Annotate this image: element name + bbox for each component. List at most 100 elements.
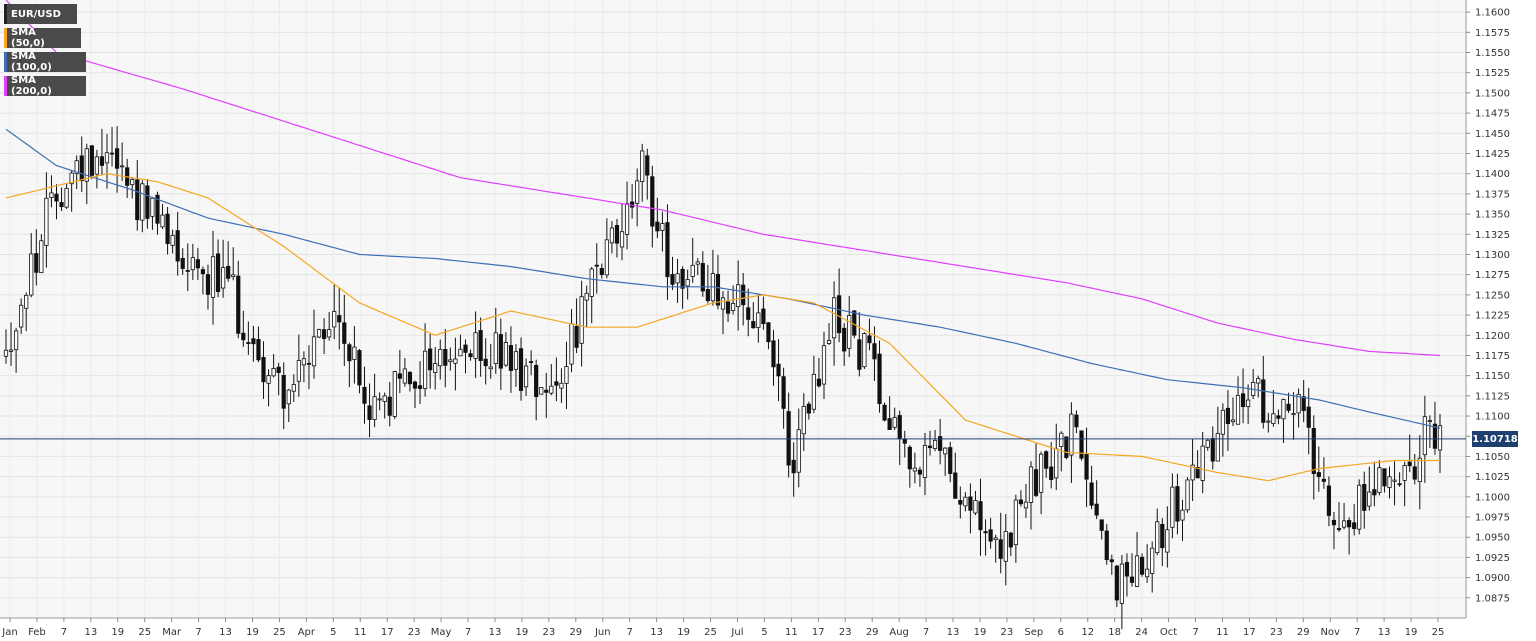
candle-body (801, 405, 806, 435)
y-tick-label: 1.1600 (1475, 8, 1510, 19)
candle-body (438, 349, 443, 367)
candle-body (84, 148, 89, 182)
x-tick-label: Nov (1320, 627, 1340, 638)
x-tick-label: 7 (627, 627, 633, 638)
candle-body (574, 326, 579, 348)
candle-body (624, 203, 630, 235)
candle-body (19, 304, 24, 328)
y-tick-label: 1.1550 (1475, 48, 1510, 59)
last-price-label: 1.10718 (1472, 431, 1518, 447)
candle-body (579, 296, 584, 344)
y-tick-label: 1.1450 (1475, 129, 1510, 140)
candle-body (362, 386, 367, 404)
candle-body (150, 197, 155, 217)
candle-body (943, 447, 948, 455)
candle-body (1018, 499, 1024, 505)
candle-body (1246, 399, 1251, 407)
candle-body (912, 467, 917, 472)
candle-body (382, 395, 387, 402)
candle-body (988, 529, 993, 542)
candle-body (690, 264, 695, 277)
candle-body (3, 349, 9, 357)
candle-body (650, 176, 655, 227)
candle-body (983, 531, 988, 534)
candle-body (1291, 413, 1296, 416)
x-tick-label: Aug (889, 627, 909, 638)
candle-body (786, 411, 791, 466)
candle-body (594, 264, 599, 267)
candle-body (221, 267, 226, 289)
candle-body (791, 459, 796, 474)
candle-body (978, 501, 983, 531)
candle-body (842, 327, 847, 352)
x-tick-label: 23 (1001, 627, 1014, 638)
candle-body (241, 332, 246, 341)
candle-body (291, 384, 296, 392)
candle-body (1008, 532, 1013, 548)
y-tick-label: 1.1475 (1475, 109, 1510, 120)
candle-body (660, 223, 665, 231)
candle-body (614, 225, 620, 244)
candle-body (493, 332, 498, 364)
candle-body (114, 148, 120, 169)
sma-100-line (5, 128, 1441, 429)
x-tick-label: Jan (1, 627, 17, 638)
candle-body (74, 160, 79, 175)
candle-body (821, 345, 827, 385)
candle-body (205, 274, 211, 295)
candle-body (236, 275, 241, 334)
candle-body (1089, 482, 1094, 506)
x-tick-label: 17 (381, 627, 394, 638)
candle-body (327, 329, 332, 338)
legend-item-eurusd: EUR/USD (4, 4, 77, 24)
candle-body (443, 348, 448, 366)
candle-body (1427, 420, 1433, 422)
x-tick-label: 5 (330, 627, 336, 638)
candle-body (1311, 428, 1316, 475)
x-tick-label: 7 (1192, 627, 1198, 638)
candle-body (1185, 479, 1190, 511)
candle-body (720, 297, 726, 310)
candle-body (513, 351, 519, 370)
candle-body (1124, 562, 1130, 577)
candle-body (69, 172, 74, 185)
candle-body (761, 308, 766, 325)
candle-body (766, 322, 771, 343)
y-tick-label: 1.1000 (1475, 492, 1510, 503)
candle-body (1099, 519, 1104, 531)
x-tick-label: 7 (923, 627, 929, 638)
candle-body (589, 268, 594, 297)
candle-body (1230, 419, 1236, 423)
candle-body (271, 368, 276, 377)
y-tick-label: 1.1325 (1475, 230, 1510, 241)
candle-body (1417, 457, 1422, 483)
x-tick-label: 13 (489, 627, 502, 638)
candle-body (922, 444, 928, 478)
candle-body (1044, 451, 1049, 469)
legend-label-eurusd: EUR/USD (11, 8, 61, 20)
candle-body (1306, 406, 1311, 428)
candle-body (130, 179, 135, 186)
candle-body (953, 472, 958, 499)
candle-body (1271, 413, 1276, 424)
x-tick-label: Sep (1024, 627, 1043, 638)
candle-body (412, 381, 418, 389)
candle-body (261, 356, 266, 383)
candle-body (1119, 563, 1124, 604)
candle-body (377, 398, 382, 401)
candle-body (852, 310, 857, 336)
candle-body (518, 348, 524, 391)
candle-body (604, 239, 609, 276)
grid (0, 0, 1466, 618)
candle-body (1028, 466, 1034, 503)
candle-body (352, 346, 357, 360)
candles (3, 126, 1443, 630)
x-tick-label: 25 (704, 627, 717, 638)
candle-body (8, 349, 14, 352)
candle-body (1261, 379, 1266, 423)
candle-body (160, 214, 165, 228)
candle-body (498, 334, 503, 369)
candle-body (523, 365, 529, 388)
candle-body (665, 222, 670, 278)
